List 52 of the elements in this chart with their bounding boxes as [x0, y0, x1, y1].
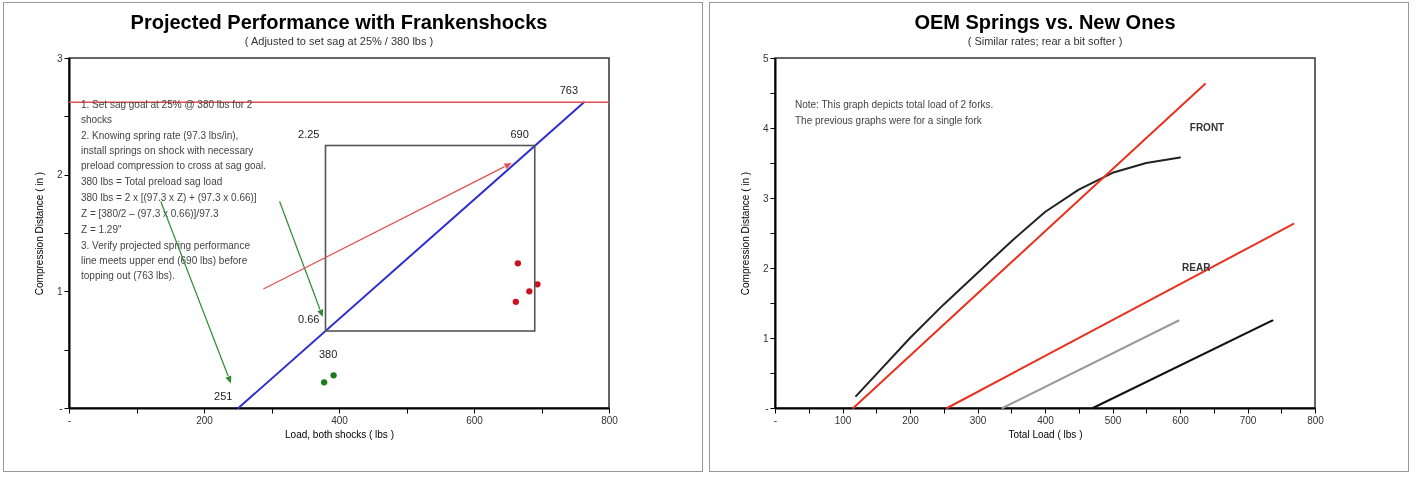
annotation: 251 — [214, 390, 233, 402]
y-tick-label: 2 — [56, 169, 63, 181]
annotation: The previous graphs were for a single fork — [795, 115, 983, 126]
point — [526, 288, 533, 295]
annotation: 2.25 — [298, 127, 320, 140]
x-tick-label: 300 — [969, 414, 987, 426]
annotation: FRONT — [1189, 122, 1225, 133]
chart-title: Projected Performance with Frankenshocks — [130, 11, 548, 33]
line-series — [855, 156, 1181, 398]
x-tick-label: - — [67, 414, 72, 426]
x-tick-label: 600 — [1172, 414, 1190, 426]
chart-title: OEM Springs vs. New Ones — [914, 11, 1176, 33]
annotation: 690 — [510, 127, 529, 140]
y-tick-label: 4 — [762, 122, 769, 134]
y-tick-label: - — [765, 402, 769, 414]
annotation: 0.66 — [298, 313, 320, 325]
y-tick-label: 1 — [56, 285, 63, 297]
point — [330, 372, 337, 379]
point — [320, 379, 328, 386]
annotation: REAR — [1182, 262, 1212, 273]
x-tick-label: 100 — [834, 414, 852, 426]
y-tick-label: 5 — [762, 52, 769, 64]
x-tick-label: - — [773, 414, 778, 426]
x-axis-title: Load, both shocks ( lbs ) — [285, 428, 394, 440]
annotation: 380 lbs = Total preload sag load — [81, 176, 223, 187]
annotation: 380 — [318, 348, 338, 361]
x-tick-label: 400 — [1037, 414, 1055, 426]
point — [512, 298, 520, 305]
chart-subtitle: ( Adjusted to set sag at 25% / 380 lbs ) — [244, 35, 434, 47]
annotation: Z = 1.29" — [81, 224, 122, 235]
annotation: 2. Knowing spring rate (97.3 lbs/in), install springs on shock with necessary preload compression to cross at sag goal. — [81, 130, 267, 171]
chart-subtitle: ( Similar rates; rear a bit softer ) — [967, 35, 1123, 47]
x-tick-label: 800 — [1307, 414, 1325, 426]
x-tick-label: 600 — [466, 414, 484, 426]
x-tick-label: 200 — [902, 414, 920, 426]
x-tick-label: 500 — [1104, 414, 1122, 426]
x-tick-label: 700 — [1239, 414, 1257, 426]
x-tick-label: 400 — [331, 414, 349, 426]
y-tick-label: 3 — [56, 52, 63, 64]
annotation: Note: This graph depicts total load of 2 forks. — [795, 99, 994, 110]
y-tick-label: 1 — [762, 332, 769, 344]
y-tick-label: - — [59, 402, 63, 414]
annotation: 763 — [559, 84, 579, 97]
x-axis-title: Total Load ( lbs ) — [1008, 428, 1083, 440]
annotation: 380 lbs = 2 x [(97.3 x Z) + (97.3 x 0.66)] — [81, 192, 257, 203]
x-tick-label: 800 — [601, 414, 619, 426]
y-axis-title: Compression Distance ( in ) — [33, 171, 45, 296]
y-axis-title: Compression Distance ( in ) — [739, 171, 751, 296]
y-tick-label: 2 — [762, 262, 769, 274]
x-tick-label: 200 — [196, 414, 214, 426]
y-tick-label: 3 — [762, 192, 769, 204]
point — [514, 260, 522, 267]
